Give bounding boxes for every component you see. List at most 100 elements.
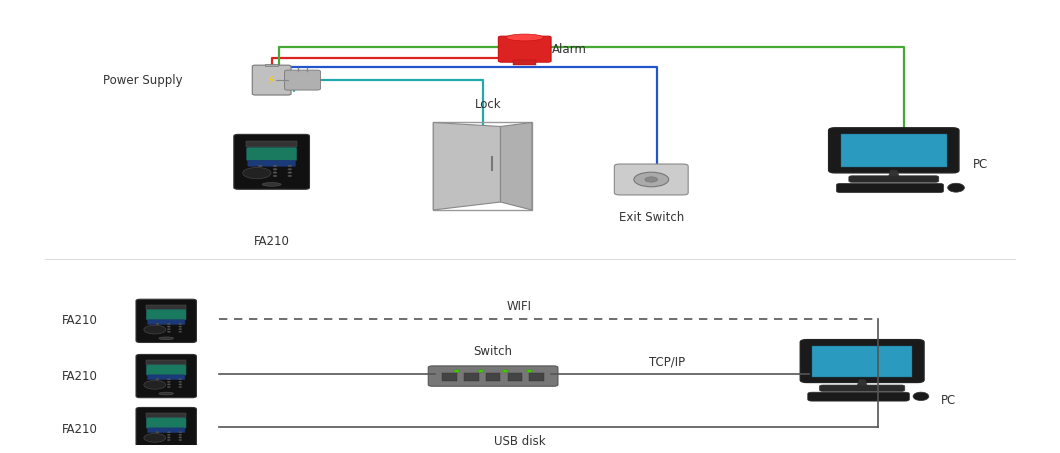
Bar (434, 122, 532, 210)
Bar (530, 373, 544, 381)
Bar (464, 373, 478, 381)
Text: Power Supply: Power Supply (103, 73, 182, 87)
Circle shape (179, 323, 181, 325)
Circle shape (167, 326, 171, 327)
Ellipse shape (262, 183, 281, 186)
FancyBboxPatch shape (147, 320, 184, 324)
Circle shape (644, 177, 657, 182)
Bar (485, 373, 500, 381)
Ellipse shape (913, 392, 929, 400)
Circle shape (288, 169, 292, 170)
Text: USB disk: USB disk (494, 435, 545, 448)
Circle shape (273, 165, 277, 167)
Text: FA210: FA210 (61, 423, 98, 436)
Polygon shape (500, 122, 532, 210)
Circle shape (167, 331, 171, 333)
Bar (246, 141, 297, 147)
Ellipse shape (144, 325, 165, 334)
Text: Alarm: Alarm (552, 43, 587, 56)
Ellipse shape (948, 183, 965, 192)
Bar (146, 413, 185, 418)
Circle shape (634, 172, 669, 187)
Circle shape (179, 379, 181, 380)
Bar (841, 135, 947, 167)
FancyBboxPatch shape (836, 183, 943, 193)
Circle shape (288, 175, 292, 177)
FancyBboxPatch shape (252, 65, 292, 95)
Circle shape (156, 381, 159, 382)
FancyBboxPatch shape (136, 354, 196, 398)
Text: PC: PC (973, 158, 988, 170)
Circle shape (167, 439, 171, 441)
Circle shape (167, 323, 171, 325)
FancyBboxPatch shape (247, 148, 297, 161)
Circle shape (478, 370, 484, 372)
Bar (508, 373, 523, 381)
FancyBboxPatch shape (147, 428, 184, 433)
Circle shape (156, 323, 159, 325)
Circle shape (156, 386, 159, 388)
Text: WIFI: WIFI (507, 300, 532, 313)
FancyBboxPatch shape (428, 366, 558, 386)
FancyBboxPatch shape (829, 128, 959, 173)
Text: PC: PC (941, 394, 956, 407)
Circle shape (502, 370, 508, 372)
Bar (146, 305, 185, 310)
Bar (513, 60, 536, 65)
Circle shape (527, 370, 532, 372)
FancyBboxPatch shape (819, 385, 905, 391)
Circle shape (179, 384, 181, 385)
Circle shape (167, 434, 171, 435)
Circle shape (156, 331, 159, 333)
Ellipse shape (144, 381, 165, 389)
FancyBboxPatch shape (800, 340, 924, 382)
FancyBboxPatch shape (284, 70, 320, 90)
Circle shape (167, 386, 171, 388)
Polygon shape (856, 380, 868, 388)
Polygon shape (434, 122, 500, 210)
Circle shape (273, 172, 277, 173)
Circle shape (156, 326, 159, 327)
Circle shape (179, 439, 181, 441)
Text: Exit Switch: Exit Switch (619, 211, 684, 223)
Circle shape (167, 379, 171, 380)
FancyBboxPatch shape (136, 299, 196, 342)
Text: Switch: Switch (474, 345, 513, 358)
Circle shape (156, 432, 159, 433)
Circle shape (167, 437, 171, 438)
Circle shape (156, 328, 159, 330)
FancyBboxPatch shape (498, 36, 551, 62)
FancyBboxPatch shape (248, 160, 296, 166)
Bar (146, 360, 185, 365)
Bar (265, 64, 278, 67)
Text: FA210: FA210 (61, 370, 98, 383)
Circle shape (288, 165, 292, 167)
Circle shape (288, 172, 292, 173)
FancyBboxPatch shape (136, 407, 196, 451)
Circle shape (156, 384, 159, 385)
Circle shape (179, 381, 181, 382)
Ellipse shape (159, 445, 174, 448)
Circle shape (167, 381, 171, 382)
Circle shape (259, 165, 262, 167)
Circle shape (156, 437, 159, 438)
Circle shape (179, 437, 181, 438)
Circle shape (179, 331, 181, 333)
Circle shape (179, 432, 181, 433)
Circle shape (167, 328, 171, 330)
Bar (812, 346, 913, 377)
Circle shape (156, 434, 159, 435)
Text: Lock: Lock (475, 98, 501, 111)
Circle shape (179, 386, 181, 388)
Circle shape (259, 172, 262, 173)
FancyBboxPatch shape (146, 418, 185, 429)
Bar (442, 373, 457, 381)
Text: FA210: FA210 (61, 314, 98, 328)
Ellipse shape (243, 168, 271, 179)
Circle shape (273, 175, 277, 177)
FancyBboxPatch shape (849, 176, 939, 182)
Text: ⚡: ⚡ (267, 73, 276, 87)
Circle shape (179, 328, 181, 330)
Polygon shape (887, 170, 900, 179)
FancyBboxPatch shape (146, 365, 185, 376)
